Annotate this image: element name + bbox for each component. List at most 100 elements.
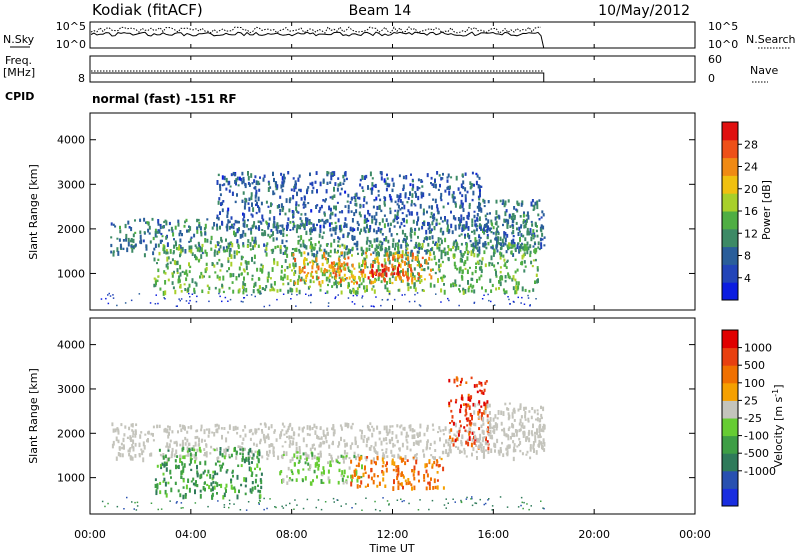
echo-noise-dot <box>470 498 472 500</box>
echo-cell <box>243 213 246 219</box>
echo-cell <box>159 463 162 467</box>
echo-cell <box>491 222 494 227</box>
echo-cell <box>337 265 340 271</box>
echo-cell <box>388 260 391 263</box>
echo-cell <box>167 457 170 462</box>
echo-cell <box>504 242 507 246</box>
echo-cell <box>186 446 189 451</box>
echo-cell <box>294 262 297 268</box>
echo-cell <box>186 430 189 434</box>
echo-noise-dot <box>229 503 231 505</box>
echo-cell <box>478 239 481 245</box>
echo-noise-dot <box>447 502 449 504</box>
x-tick-label: 00:00 <box>679 528 711 541</box>
echo-cell <box>295 287 298 293</box>
echo-cell <box>538 439 541 445</box>
echo-cell <box>237 445 240 448</box>
echo-cell <box>176 268 179 273</box>
echo-cell <box>508 213 511 218</box>
echo-cell <box>241 199 244 203</box>
echo-cell <box>214 423 217 428</box>
echo-noise-dot <box>351 507 353 509</box>
echo-cell <box>501 275 504 281</box>
echo-cell <box>529 447 532 452</box>
echo-cell <box>396 211 399 216</box>
echo-cell <box>285 198 288 203</box>
echo-cell <box>513 435 516 438</box>
echo-cell <box>406 254 409 257</box>
echo-cell <box>297 469 300 473</box>
echo-cell <box>517 202 520 207</box>
echo-cell <box>298 446 301 451</box>
echo-cell <box>188 448 191 453</box>
echo-cell <box>351 422 354 426</box>
echo-cell <box>353 451 356 455</box>
echo-cell <box>441 177 444 180</box>
echo-cell <box>412 183 415 189</box>
echo-cell <box>421 246 423 250</box>
echo-cell <box>225 437 228 443</box>
echo-noise-dot <box>428 508 430 511</box>
echo-cell <box>166 262 169 266</box>
echo-cell <box>273 430 276 434</box>
echo-cell <box>391 263 394 269</box>
echo-cell <box>368 446 371 451</box>
echo-cell <box>361 264 363 268</box>
echo-cell <box>176 260 179 266</box>
echo-cell <box>383 268 386 273</box>
echo-cell <box>279 471 282 476</box>
echo-cell <box>242 178 245 184</box>
echo-cell <box>299 188 302 193</box>
echo-cell <box>425 486 428 491</box>
echo-cell <box>216 447 218 452</box>
echo-cell <box>447 441 450 447</box>
echo-noise-dot <box>258 503 260 505</box>
y-tick-label: 4000 <box>57 339 85 352</box>
echo-cell <box>537 278 539 283</box>
echo-cell <box>463 450 466 455</box>
echo-cell <box>460 242 463 246</box>
echo-cell <box>455 239 457 243</box>
echo-cell <box>413 434 416 439</box>
echo-cell <box>179 285 181 289</box>
echo-cell <box>150 432 153 436</box>
echo-cell <box>359 183 362 187</box>
echo-cell <box>310 247 313 253</box>
echo-cell <box>251 256 253 262</box>
echo-cell <box>387 257 390 262</box>
echo-cell <box>353 228 356 232</box>
echo-cell <box>242 242 245 247</box>
echo-cell <box>280 229 282 235</box>
echo-cell <box>243 458 246 464</box>
echo-cell <box>348 232 351 235</box>
echo-cell <box>542 213 545 217</box>
echo-cell <box>515 285 518 290</box>
echo-cell <box>467 287 470 293</box>
echo-cell <box>303 280 306 284</box>
echo-cell <box>455 445 457 448</box>
echo-cell <box>221 264 224 267</box>
echo-cell <box>447 173 450 178</box>
echo-cell <box>261 214 264 220</box>
echo-noise-dot <box>522 507 524 510</box>
echo-cell <box>158 251 161 256</box>
echo-cell <box>303 244 306 249</box>
echo-cell <box>472 447 475 452</box>
echo-cell <box>321 272 324 277</box>
echo-cell <box>157 229 160 233</box>
echo-cell <box>177 219 180 224</box>
echo-cell <box>478 198 481 201</box>
echo-cell <box>188 283 191 288</box>
echo-cell <box>243 276 245 281</box>
echo-cell <box>119 225 121 230</box>
echo-cell <box>409 286 412 289</box>
echo-cell <box>111 422 114 427</box>
echo-cell <box>448 405 451 408</box>
echo-cell <box>461 202 464 206</box>
echo-cell <box>345 263 348 266</box>
echo-cell <box>513 409 516 414</box>
echo-cell <box>417 195 420 201</box>
echo-cell <box>249 242 252 247</box>
echo-cell <box>228 424 231 428</box>
